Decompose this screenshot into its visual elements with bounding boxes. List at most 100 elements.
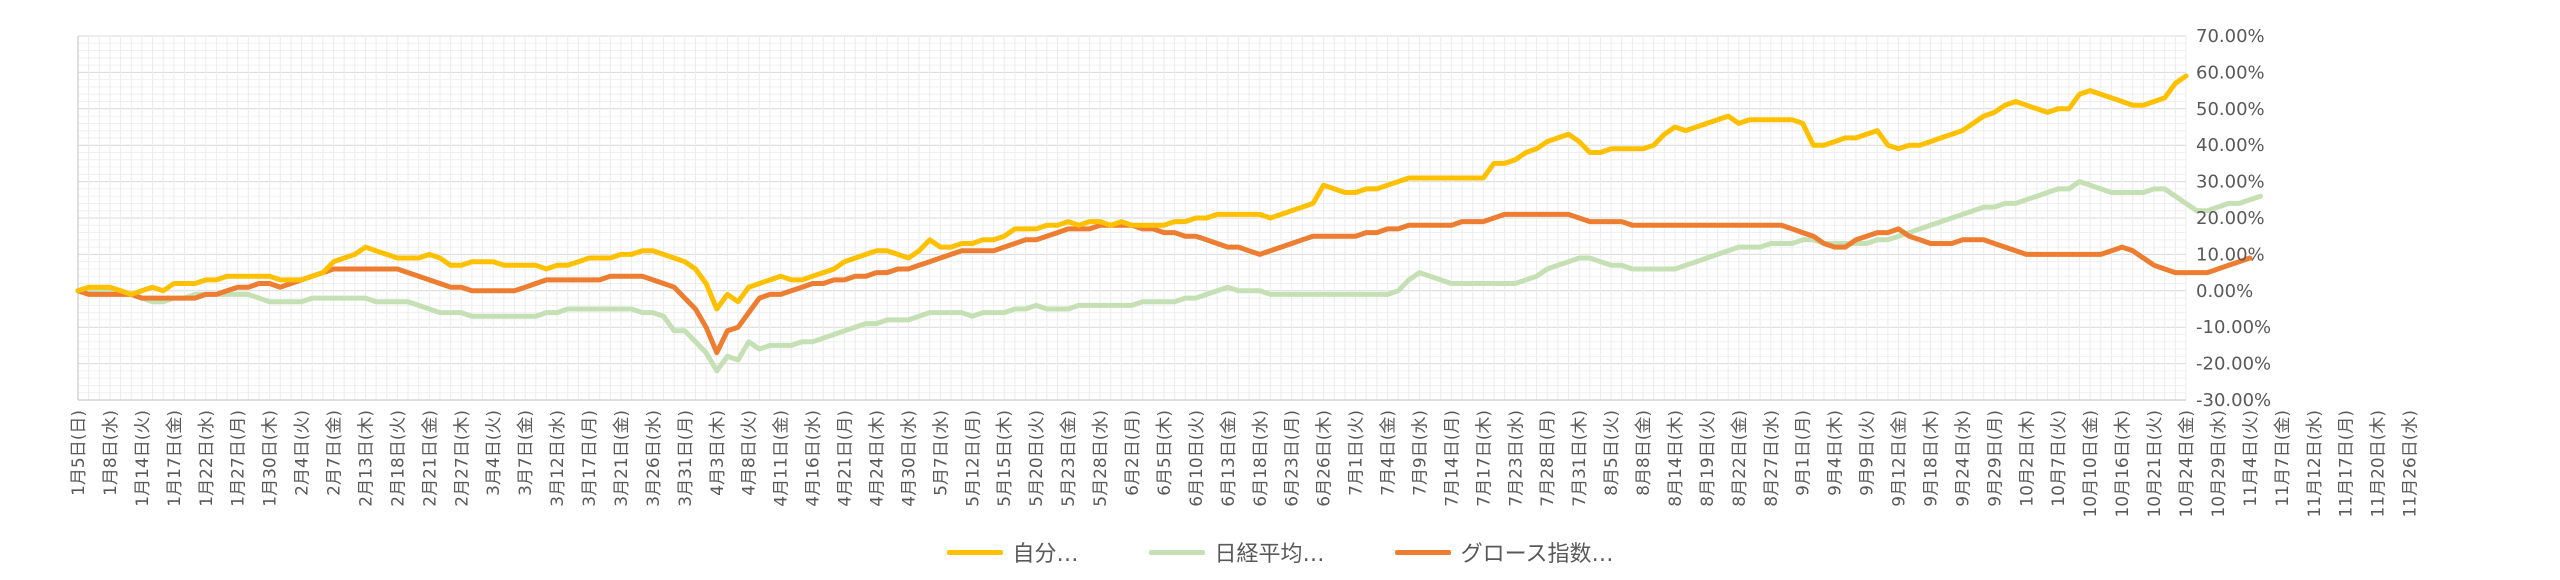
x-tick-label: 11月7日(金) [2273, 410, 2293, 507]
x-tick-label: 4月24日(木) [867, 410, 887, 507]
x-tick-label: 5月12日(月) [963, 410, 983, 507]
y-tick-label: 40.00% [2196, 135, 2265, 156]
x-tick-label: 7月9日(水) [1410, 410, 1430, 496]
x-tick-label: 6月18日(水) [1251, 410, 1271, 507]
x-tick-label: 4月3日(木) [708, 410, 728, 496]
x-tick-label: 1月8日(水) [101, 410, 121, 496]
x-tick-label: 3月4日(火) [484, 410, 504, 496]
x-tick-label: 9月29日(月) [1985, 410, 2005, 507]
y-tick-label: 10.00% [2196, 244, 2265, 265]
legend-label-nikkei: 日経平均… [1214, 542, 1325, 567]
x-tick-label: 4月11日(金) [772, 410, 792, 507]
x-tick-label: 7月31日(木) [1570, 410, 1590, 507]
series-line-2 [75, 211, 2253, 356]
legend-item-nikkei[interactable]: 日経平均… [1148, 536, 1325, 568]
x-tick-label: 1月30日(木) [261, 410, 281, 507]
x-tick-label: 10月21日(火) [2145, 410, 2165, 518]
x-tick-label: 6月2日(月) [1123, 410, 1143, 496]
x-tick-label: 3月31日(月) [676, 410, 696, 507]
legend-swatch-self [946, 549, 1003, 555]
y-tick-label: 30.00% [2196, 172, 2265, 193]
x-tick-label: 6月5日(木) [1155, 410, 1175, 496]
x-tick-label: 3月17日(月) [580, 410, 600, 507]
x-tick-label: 11月20日(木) [2369, 410, 2389, 518]
x-tick-label: 6月10日(火) [1187, 410, 1207, 507]
x-tick-label: 4月21日(月) [836, 410, 856, 507]
x-tick-label: 6月26日(木) [1315, 410, 1335, 507]
x-tick-label: 11月12日(水) [2305, 410, 2325, 518]
x-tick-label: 6月13日(金) [1219, 410, 1239, 507]
series-lines [75, 73, 2263, 374]
x-tick-label: 10月24日(金) [2177, 410, 2197, 518]
y-tick-label: -10.00% [2196, 317, 2271, 338]
x-tick-label: 2月13日(木) [356, 410, 376, 507]
x-tick-label: 8月5日(火) [1602, 410, 1622, 496]
x-tick-label: 3月26日(水) [644, 410, 664, 507]
x-tick-label: 9月1日(月) [1794, 410, 1814, 496]
y-tick-label: 70.00% [2196, 26, 2265, 47]
x-tick-label: 10月16日(木) [2113, 410, 2133, 518]
x-tick-label: 5月7日(水) [931, 410, 951, 496]
x-tick-label: 2月18日(火) [388, 410, 408, 507]
x-tick-label: 8月8日(金) [1634, 410, 1654, 496]
x-tick-label: 5月28日(水) [1091, 410, 1111, 507]
legend-swatch-growth [1394, 549, 1451, 555]
x-tick-label: 1月17日(金) [165, 410, 185, 507]
x-tick-label: 11月4日(火) [2241, 410, 2261, 507]
x-tick-label: 6月23日(月) [1283, 410, 1303, 507]
x-tick-label: 1月27日(月) [229, 410, 249, 507]
x-tick-label: 1月14日(火) [133, 410, 153, 507]
x-tick-label: 10月7日(火) [2049, 410, 2069, 507]
legend-label-self: 自分… [1012, 542, 1079, 567]
grid-lines [77, 35, 2187, 401]
x-tick-label: 9月9日(火) [1858, 410, 1878, 496]
x-tick-label: 7月28日(月) [1538, 410, 1558, 507]
x-tick-label: 4月8日(火) [740, 410, 760, 496]
x-tick-label: 10月10日(金) [2081, 410, 2101, 518]
x-tick-label: 11月26日(水) [2401, 410, 2421, 518]
x-tick-label: 2月4日(火) [293, 410, 313, 496]
x-tick-label: 1月22日(水) [197, 410, 217, 507]
y-tick-label: 60.00% [2196, 62, 2265, 83]
x-tick-label: 5月23日(金) [1059, 410, 1079, 507]
x-tick-label: 8月27日(水) [1762, 410, 1782, 507]
x-tick-label: 2月7日(金) [325, 410, 345, 496]
x-tick-label: 11月17日(月) [2337, 410, 2357, 518]
y-tick-label: 20.00% [2196, 208, 2265, 229]
legend-item-self[interactable]: 自分… [946, 536, 1079, 568]
legend-item-growth[interactable]: グロース指数… [1394, 536, 1613, 568]
y-tick-label: -20.00% [2196, 354, 2271, 375]
x-tick-label: 9月4日(木) [1826, 410, 1846, 496]
y-tick-label: 50.00% [2196, 99, 2265, 120]
x-tick-label: 10月29日(水) [2209, 410, 2229, 518]
x-tick-label: 5月20日(火) [1027, 410, 1047, 507]
series-line-1 [75, 179, 2263, 374]
x-tick-label: 2月21日(金) [420, 410, 440, 507]
x-tick-label: 7月17日(木) [1474, 410, 1494, 507]
x-tick-label: 4月30日(水) [899, 410, 919, 507]
x-tick-label: 8月19日(火) [1698, 410, 1718, 507]
x-tick-label: 7月14日(月) [1442, 410, 1462, 507]
x-tick-label: 9月18日(木) [1921, 410, 1941, 507]
chart-legend: 自分… 日経平均… グロース指数… [0, 532, 2560, 572]
x-tick-label: 3月12日(水) [548, 410, 568, 507]
x-tick-label: 2月27日(木) [452, 410, 472, 507]
x-tick-label: 9月24日(水) [1953, 410, 1973, 507]
x-axis-tick-labels: 1月5日(日) 1月8日(水) 1月14日(火) 1月17日(金) 1月22日(水) 1月… [69, 410, 2421, 518]
x-tick-label: 5月15日(木) [995, 410, 1015, 507]
series-line-0 [75, 73, 2189, 312]
x-tick-label: 3月21日(金) [612, 410, 632, 507]
x-tick-label: 7月1日(火) [1347, 410, 1367, 496]
x-tick-label: 7月4日(金) [1379, 410, 1399, 496]
x-tick-label: 7月23日(水) [1506, 410, 1526, 507]
x-tick-label: 4月16日(水) [804, 410, 824, 507]
x-tick-label: 8月22日(金) [1730, 410, 1750, 507]
y-axis-tick-labels: -30.00% -20.00% -10.00% 0.00% 10.00% 20.00% 30… [2196, 26, 2271, 411]
x-tick-label: 8月14日(木) [1666, 410, 1686, 507]
x-tick-label: 9月12日(金) [1890, 410, 1910, 507]
x-tick-label: 10月2日(木) [2017, 410, 2037, 507]
y-tick-label: 0.00% [2196, 281, 2253, 302]
x-tick-label: 1月5日(日) [69, 410, 89, 496]
